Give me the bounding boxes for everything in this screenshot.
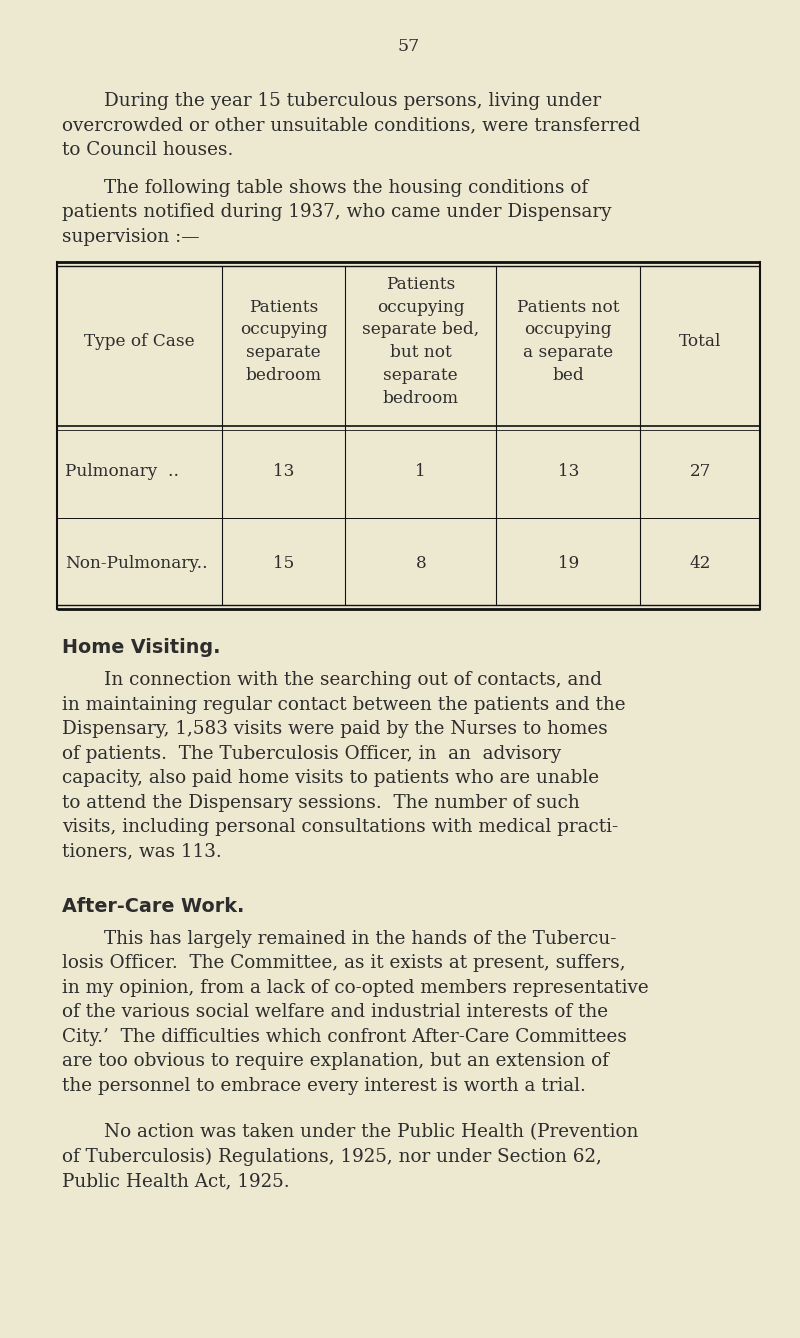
- Text: 1: 1: [415, 463, 426, 480]
- Text: separate: separate: [383, 367, 458, 384]
- Text: After-Care Work.: After-Care Work.: [62, 896, 244, 915]
- Text: losis Officer.  The Committee, as it exists at present, suffers,: losis Officer. The Committee, as it exis…: [62, 954, 626, 973]
- Text: 19: 19: [558, 555, 579, 571]
- Text: bedroom: bedroom: [246, 367, 322, 384]
- Text: 13: 13: [273, 463, 294, 480]
- Text: but not: but not: [390, 344, 452, 361]
- Text: the personnel to embrace every interest is worth a trial.: the personnel to embrace every interest …: [62, 1077, 586, 1094]
- Text: In connection with the searching out of contacts, and: In connection with the searching out of …: [104, 672, 602, 689]
- Text: bed: bed: [553, 367, 584, 384]
- Text: to attend the Dispensary sessions.  The number of such: to attend the Dispensary sessions. The n…: [62, 793, 580, 812]
- Text: 13: 13: [558, 463, 579, 480]
- Text: Dispensary, 1,583 visits were paid by the Nurses to homes: Dispensary, 1,583 visits were paid by th…: [62, 720, 608, 739]
- Text: of patients.  The Tuberculosis Officer, in  an  advisory: of patients. The Tuberculosis Officer, i…: [62, 745, 561, 763]
- Text: separate: separate: [246, 344, 321, 361]
- Text: tioners, was 113.: tioners, was 113.: [62, 843, 222, 860]
- Text: supervision :—: supervision :—: [62, 227, 199, 246]
- Text: a separate: a separate: [523, 344, 614, 361]
- Text: occupying: occupying: [377, 298, 465, 316]
- Text: The following table shows the housing conditions of: The following table shows the housing co…: [104, 179, 588, 197]
- Text: bedroom: bedroom: [382, 389, 459, 407]
- Text: 15: 15: [273, 555, 294, 571]
- Text: Patients: Patients: [386, 276, 455, 293]
- Text: During the year 15 tuberculous persons, living under: During the year 15 tuberculous persons, …: [104, 92, 601, 110]
- Text: of Tuberculosis) Regulations, 1925, nor under Section 62,: of Tuberculosis) Regulations, 1925, nor …: [62, 1148, 602, 1165]
- Text: capacity, also paid home visits to patients who are unable: capacity, also paid home visits to patie…: [62, 769, 599, 787]
- Text: occupying: occupying: [525, 321, 612, 339]
- Text: are too obvious to require explanation, but an extension of: are too obvious to require explanation, …: [62, 1052, 609, 1070]
- Text: overcrowded or other unsuitable conditions, were transferred: overcrowded or other unsuitable conditio…: [62, 116, 640, 134]
- Text: in maintaining regular contact between the patients and the: in maintaining regular contact between t…: [62, 696, 626, 713]
- Text: separate bed,: separate bed,: [362, 321, 479, 339]
- Text: Patients not: Patients not: [517, 298, 620, 316]
- Text: Patients: Patients: [249, 298, 318, 316]
- Text: City.’  The difficulties which confront After-Care Committees: City.’ The difficulties which confront A…: [62, 1028, 627, 1046]
- Text: This has largely remained in the hands of the Tubercu-: This has largely remained in the hands o…: [104, 930, 616, 947]
- Text: in my opinion, from a lack of co-opted members representative: in my opinion, from a lack of co-opted m…: [62, 978, 649, 997]
- Text: 42: 42: [690, 555, 711, 571]
- Text: Total: Total: [679, 333, 722, 349]
- Text: occupying: occupying: [240, 321, 327, 339]
- Text: Home Visiting.: Home Visiting.: [62, 638, 221, 657]
- Text: Public Health Act, 1925.: Public Health Act, 1925.: [62, 1172, 290, 1191]
- Text: No action was taken under the Public Health (Prevention: No action was taken under the Public Hea…: [104, 1123, 638, 1141]
- Text: to Council houses.: to Council houses.: [62, 140, 234, 159]
- Text: 8: 8: [415, 555, 426, 571]
- Text: 57: 57: [398, 37, 420, 55]
- Text: 27: 27: [690, 463, 711, 480]
- Text: Pulmonary  ..: Pulmonary ..: [65, 463, 179, 480]
- Text: patients notified during 1937, who came under Dispensary: patients notified during 1937, who came …: [62, 203, 611, 221]
- Text: Type of Case: Type of Case: [84, 333, 195, 349]
- Text: Non-Pulmonary..: Non-Pulmonary..: [65, 555, 208, 571]
- Text: of the various social welfare and industrial interests of the: of the various social welfare and indust…: [62, 1004, 608, 1021]
- Text: visits, including personal consultations with medical practi-: visits, including personal consultations…: [62, 819, 618, 836]
